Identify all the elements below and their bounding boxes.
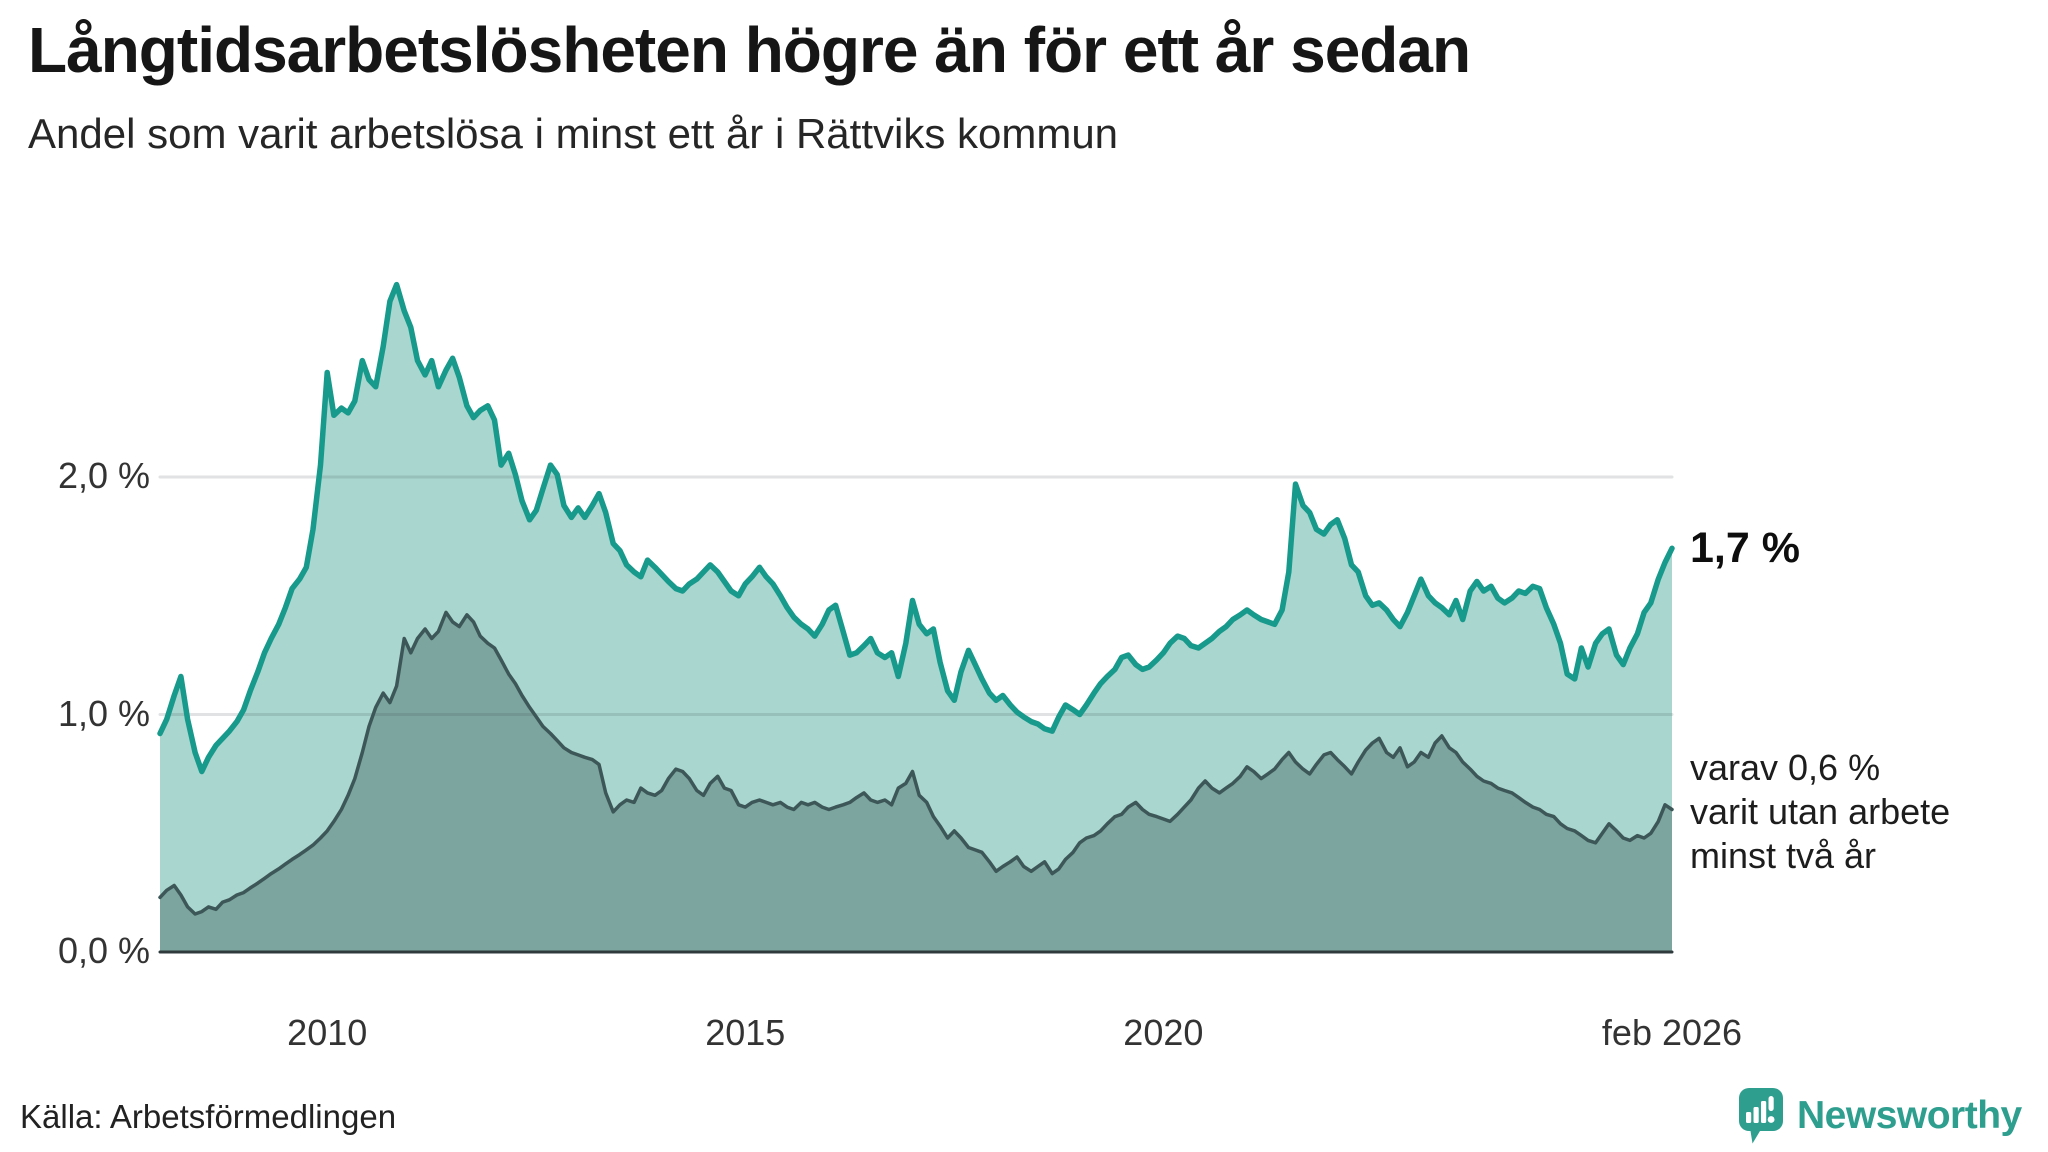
newsworthy-bubble-icon	[1739, 1088, 1783, 1144]
y-axis-label-0: 0,0 %	[57, 930, 150, 971]
page-title: Långtidsarbetslösheten högre än för ett …	[28, 14, 1471, 86]
x-axis-label-2015: 2015	[705, 1012, 786, 1053]
series-2yr-area	[160, 612, 1672, 952]
x-axis-label-2020: 2020	[1123, 1012, 1204, 1053]
x-axis-label-2010: 2010	[287, 1012, 368, 1053]
y-axis-label-2: 2,0 %	[57, 455, 150, 496]
secondary-series-annotation: varav 0,6 % varit utan arbete minst två …	[1690, 747, 1951, 876]
series-2yr-line	[158, 610, 1674, 916]
source-credit: Källa: Arbetsförmedlingen	[20, 1098, 397, 1135]
newsworthy-logo: Newsworthy	[1738, 1086, 2022, 1146]
x-axis-label-feb-2026: feb 2026	[1601, 1012, 1743, 1053]
y-axis-label-1: 1,0 %	[57, 692, 150, 734]
latest-value-annotation: 1,7 %	[1690, 524, 1800, 572]
newsworthy-wordmark: Newsworthy	[1797, 1094, 2022, 1137]
page-subtitle: Andel som varit arbetslösa i minst ett å…	[28, 110, 1119, 157]
series-1yr-line	[157, 281, 1675, 775]
